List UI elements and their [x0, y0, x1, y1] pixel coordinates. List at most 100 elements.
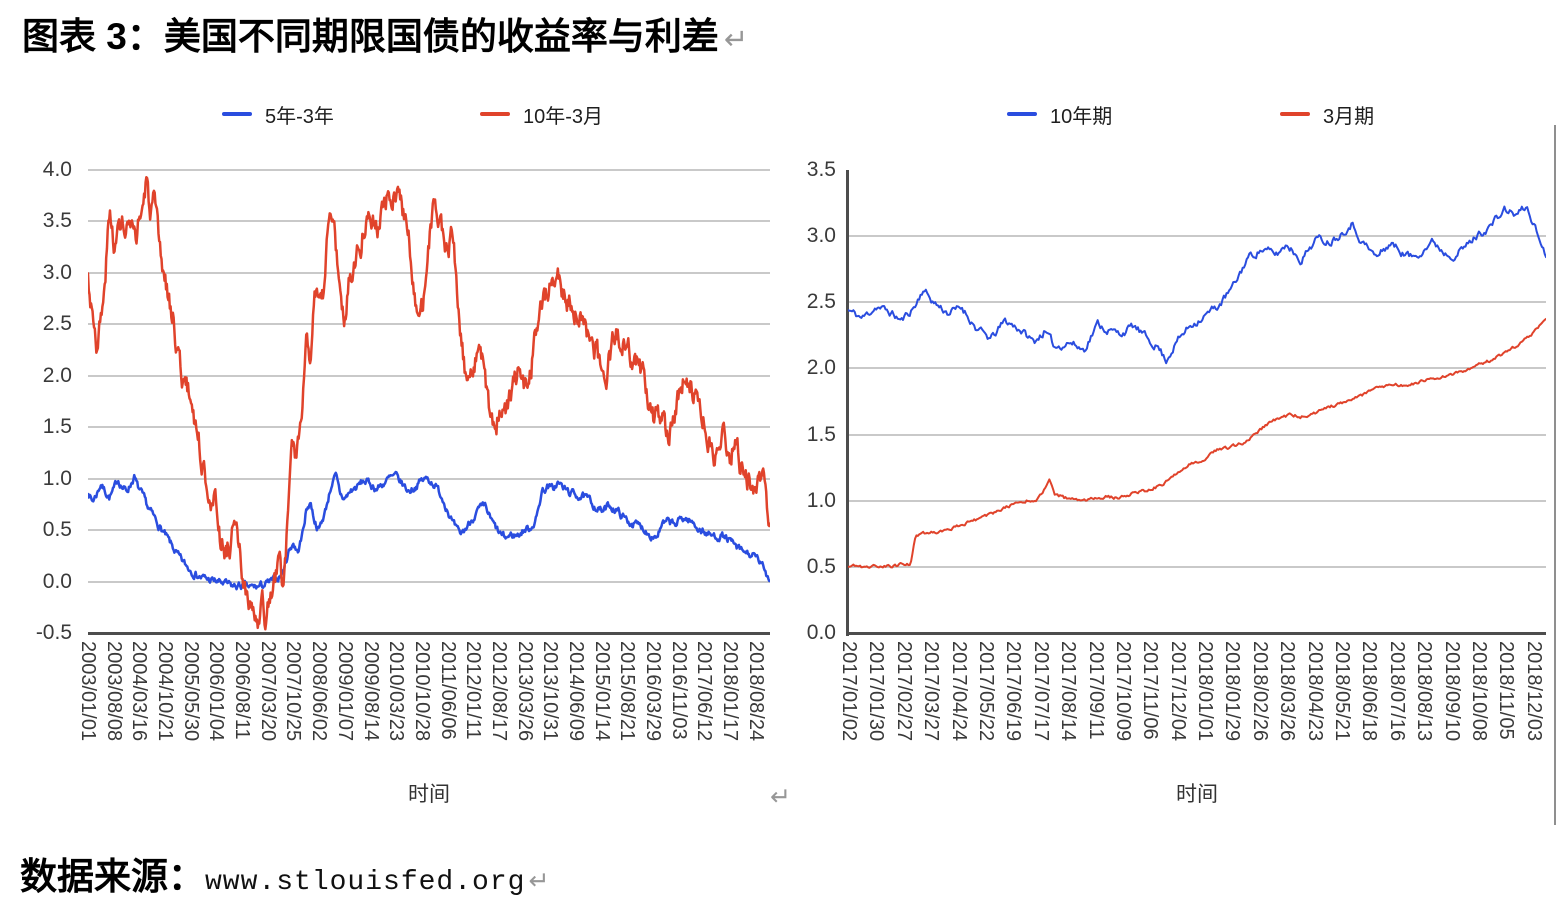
- legend-item-10y-3m: 10年-3月: [480, 102, 604, 128]
- x-tick-label: 2015/01/14: [590, 641, 613, 742]
- x-tick-label: 2017/08/14: [1057, 641, 1080, 742]
- x-tick-label: 2009/01/07: [333, 641, 356, 742]
- source-url: www.stlouisfed.org: [205, 867, 526, 898]
- x-tick-label: 2017/02/27: [892, 641, 915, 742]
- source-label: 数据来源：: [20, 856, 205, 897]
- x-tick-label: 2015/08/21: [616, 641, 639, 742]
- x-tick-label: 2004/10/21: [154, 641, 177, 742]
- legend-item-3m-yield: 3月期: [1280, 102, 1375, 128]
- x-tick-label: 2003/08/08: [102, 641, 125, 742]
- x-tick-label: 2014/06/09: [565, 641, 588, 742]
- x-tick-label: 2016/11/03: [667, 641, 690, 740]
- x-tick-label: 2016/03/29: [642, 641, 665, 742]
- y-tick-label: 0.5: [42, 518, 72, 542]
- x-tick-label: 2004/03/16: [128, 641, 151, 742]
- legend-label: 5年-3年: [265, 105, 334, 128]
- x-axis-line: [848, 632, 1546, 635]
- x-tick-label: 2006/08/11: [231, 641, 254, 740]
- x-tick-label: 2010/03/23: [385, 641, 408, 742]
- y-tick-label: 2.0: [806, 356, 836, 380]
- return-mark-icon: ↵: [528, 867, 550, 895]
- y-tick-label: 1.0: [806, 488, 836, 512]
- page-right-border: [1554, 125, 1556, 825]
- legend-line-icon: [1007, 112, 1037, 116]
- x-tick-label: 2018/09/10: [1440, 641, 1463, 742]
- legend-line-icon: [222, 112, 252, 116]
- x-tick-label: 2017/09/11: [1084, 641, 1107, 740]
- yield-chart-canvas: [848, 170, 1546, 633]
- x-tick-label: 2009/08/14: [359, 641, 382, 742]
- x-tick-label: 2018/11/05: [1495, 641, 1518, 740]
- return-mark-icon: ↵: [723, 24, 749, 56]
- x-tick-label: 2017/10/09: [1111, 641, 1134, 742]
- x-tick-label: 2005/05/30: [179, 641, 202, 742]
- y-tick-label: -0.5: [35, 621, 72, 644]
- x-tick-label: 2017/11/06: [1139, 641, 1162, 740]
- x-tick-label: 2018/08/24: [744, 641, 767, 742]
- legend-item-10y-yield: 10年期: [1007, 102, 1113, 128]
- return-mark-icon: ↵: [770, 783, 791, 811]
- y-tick-label: 1.5: [42, 415, 72, 439]
- x-tick-label: 2018/01/01: [1194, 641, 1217, 742]
- title-row: 图表 3：美国不同期限国债的收益率与利差 ↵: [22, 6, 748, 60]
- y-tick-label: 1.0: [42, 466, 72, 490]
- y-tick-label: 0.5: [806, 554, 836, 578]
- x-tick-label: 2003/01/01: [77, 641, 99, 742]
- legend-label: 10年期: [1050, 105, 1113, 128]
- legend-line-icon: [1280, 112, 1310, 116]
- x-tick-label: 2017/01/30: [865, 641, 888, 742]
- x-tick-label: 2017/01/02: [838, 641, 861, 742]
- x-tick-label: 2018/12/03: [1522, 641, 1545, 742]
- spread-chart-canvas: [88, 170, 770, 633]
- x-tick-label: 2008/06/02: [308, 641, 331, 742]
- x-tick-label: 2017/05/22: [974, 641, 997, 742]
- y-tick-label: 2.0: [42, 363, 72, 387]
- x-tick-label: 2018/02/26: [1248, 641, 1271, 742]
- legend-line-icon: [480, 112, 510, 116]
- x-tick-label: 2011/06/06: [436, 641, 459, 740]
- x-tick-label: 2013/03/26: [513, 641, 536, 742]
- x-tick-label: 2017/07/17: [1029, 641, 1052, 742]
- legend-label: 10年-3月: [523, 105, 604, 128]
- left-x-axis-title: 时间: [408, 783, 450, 806]
- y-tick-label: 0.0: [806, 621, 836, 644]
- x-tick-label: 2018/01/29: [1221, 641, 1244, 742]
- y-tick-label: 3.5: [42, 209, 72, 233]
- y-tick-label: 3.0: [42, 260, 72, 284]
- x-tick-label: 2017/06/12: [693, 641, 716, 742]
- x-tick-label: 2018/06/18: [1358, 641, 1381, 742]
- x-tick-label: 2018/03/26: [1276, 641, 1299, 742]
- x-tick-label: 2012/08/17: [487, 641, 510, 742]
- x-tick-label: 2018/10/08: [1467, 641, 1490, 742]
- y-tick-label: 1.5: [806, 422, 836, 446]
- y-tick-label: 2.5: [42, 312, 72, 336]
- y-tick-label: 2.5: [806, 290, 836, 314]
- x-tick-label: 2018/07/16: [1385, 641, 1408, 742]
- x-tick-label: 2010/10/28: [410, 641, 433, 742]
- x-tick-label: 2018/01/17: [719, 641, 742, 742]
- y-tick-label: 3.5: [806, 158, 836, 181]
- right-x-axis-title: 时间: [1176, 783, 1218, 806]
- legend-label: 3月期: [1323, 105, 1375, 128]
- y-tick-label: 3.0: [806, 224, 836, 248]
- x-tick-label: 2017/12/04: [1166, 641, 1189, 742]
- y-axis-line: [846, 170, 849, 636]
- x-tick-label: 2018/08/13: [1413, 641, 1436, 742]
- x-tick-label: 2006/01/04: [205, 641, 228, 742]
- x-tick-label: 2013/10/31: [539, 641, 562, 742]
- page-title: 图表 3：美国不同期限国债的收益率与利差: [22, 16, 719, 57]
- x-tick-label: 2018/04/23: [1303, 641, 1326, 742]
- x-tick-label: 2017/06/19: [1002, 641, 1025, 742]
- x-tick-label: 2007/10/25: [282, 641, 305, 742]
- x-axis-line: [88, 632, 770, 635]
- legend-item-5y-3y: 5年-3年: [222, 102, 334, 128]
- x-tick-label: 2007/03/20: [256, 641, 279, 742]
- x-tick-label: 2017/04/24: [947, 641, 970, 742]
- y-tick-label: 0.0: [42, 569, 72, 593]
- x-tick-label: 2017/03/27: [920, 641, 943, 742]
- y-tick-label: 4.0: [42, 158, 72, 181]
- x-tick-label: 2018/05/21: [1330, 641, 1353, 742]
- source-row: 数据来源： www.stlouisfed.org ↵: [20, 846, 549, 900]
- x-tick-label: 2012/01/11: [462, 641, 485, 740]
